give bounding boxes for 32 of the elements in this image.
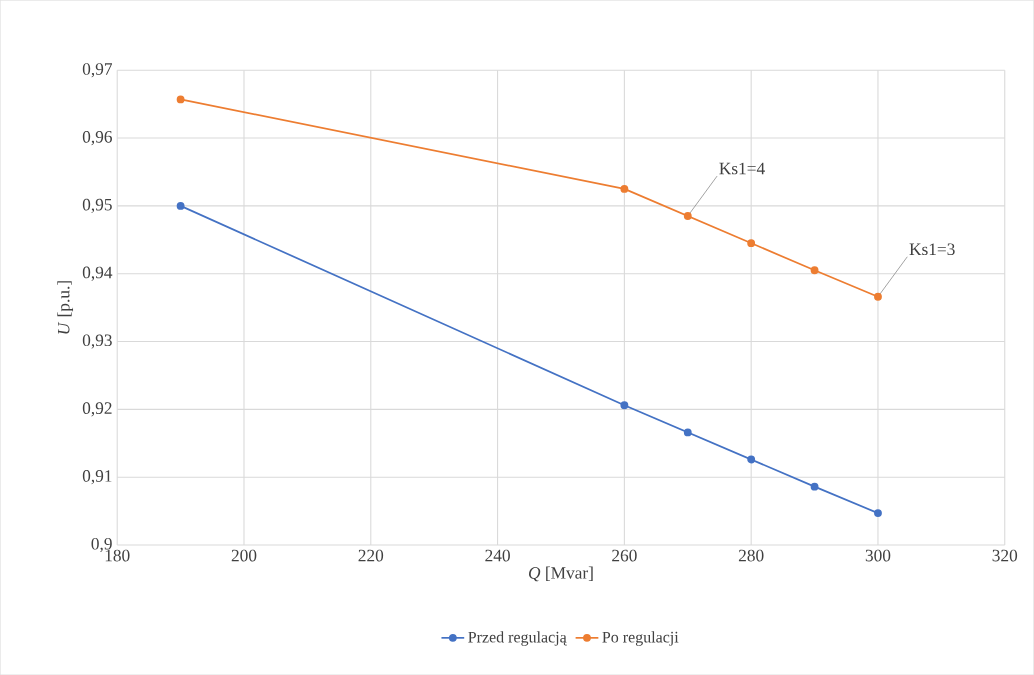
point [620, 184, 629, 193]
x-tick-label: 300 [865, 549, 891, 562]
y-tick-label: 0,92 [82, 402, 112, 417]
y-tick-label: 0,95 [82, 198, 112, 213]
point [683, 428, 692, 437]
x-tick-label: 320 [992, 549, 1018, 562]
x-tick-label: 260 [612, 549, 637, 562]
point [810, 482, 819, 491]
y-tick-label: 0,97 [82, 63, 113, 78]
y-tick-label: 0,96 [82, 130, 112, 146]
point [176, 201, 185, 210]
point [620, 401, 629, 410]
point [176, 95, 185, 104]
x-axis-title: Q [Mvar] [528, 566, 593, 582]
y-tick-label: 0,91 [82, 469, 112, 485]
y-tick-label: 0,94 [82, 266, 113, 281]
x-tick-label: 220 [358, 549, 384, 562]
point [874, 292, 882, 301]
x-tick-label: 280 [738, 549, 764, 562]
annotation: Ks1=3 [909, 243, 955, 255]
point [683, 212, 692, 220]
point [874, 509, 882, 517]
x-tick-label: 240 [485, 549, 510, 562]
legend-label: Przed regulacją [468, 631, 567, 646]
legend-label: Po regulacji [602, 631, 679, 646]
y-axis-title: U [p.u.] [57, 281, 74, 334]
point [747, 239, 756, 248]
x-tick-label: 200 [231, 549, 257, 562]
annotation: Ks1=4 [719, 162, 765, 175]
point [810, 266, 819, 275]
point [747, 455, 756, 464]
y-tick-label: 0,93 [82, 334, 112, 349]
